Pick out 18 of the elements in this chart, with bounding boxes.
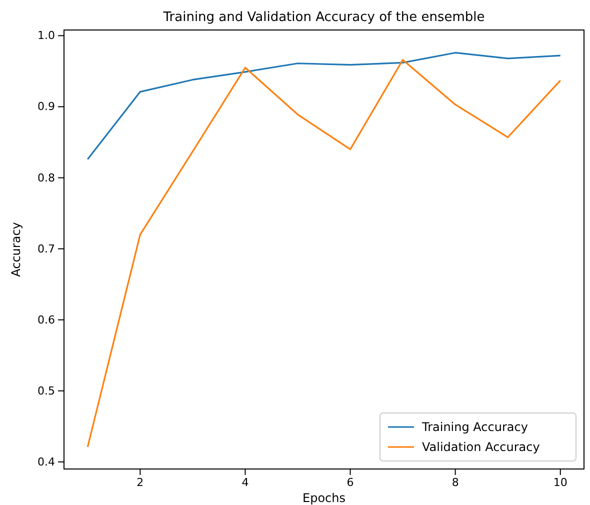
x-axis-title: Epochs [302,491,346,505]
x-tick-label: 2 [136,476,144,489]
y-tick-label: 0.8 [38,171,55,184]
y-tick-label: 0.6 [38,313,55,326]
x-tick-label: 4 [242,476,249,489]
chart-title: Training and Validation Accuracy of the ensemble [162,10,485,25]
x-tick-label: 6 [346,476,354,489]
x-tick-label: 8 [452,476,459,489]
y-axis-title: Accuracy [9,222,23,277]
y-tick-label: 0.7 [38,242,55,256]
x-tick-label: 10 [553,476,568,489]
y-tick-label: 0.4 [38,455,55,468]
line-series [86,52,562,160]
y-tick-label: 0.9 [38,100,55,114]
legend-label: Validation Accuracy [422,440,540,454]
y-tick-label: 0.5 [38,384,55,398]
y-tick-label: 1.0 [38,29,55,42]
legend-label: Training Accuracy [421,420,528,434]
